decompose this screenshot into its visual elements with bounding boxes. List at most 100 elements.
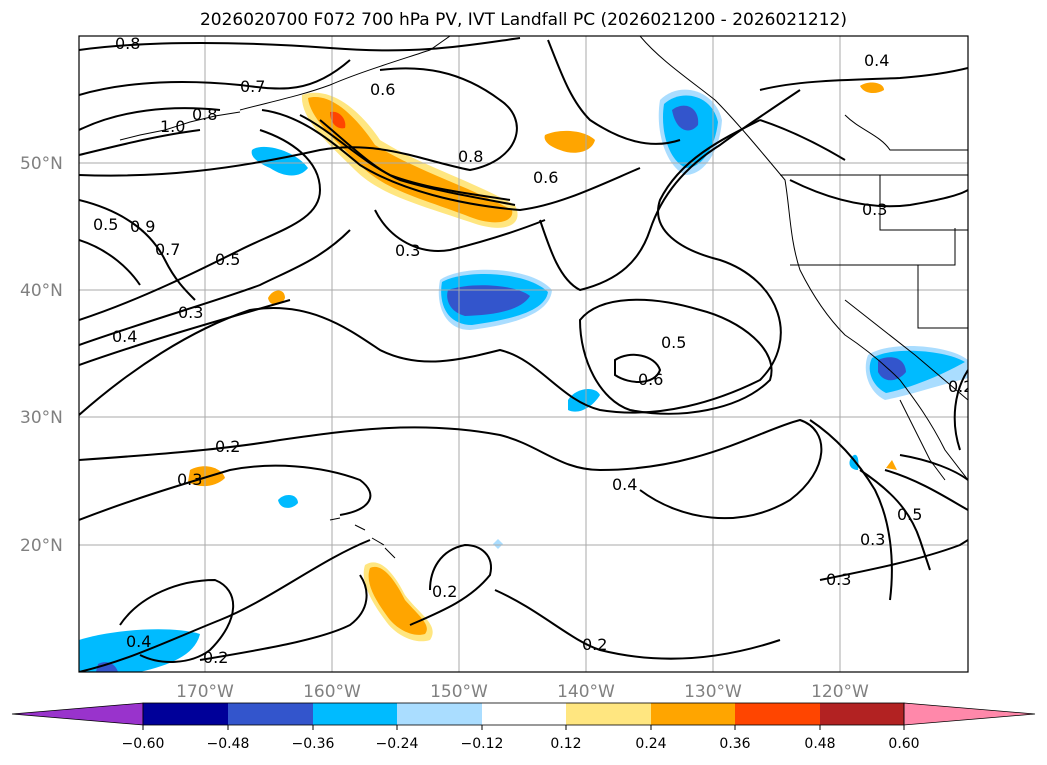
anomaly-fill-blue-small-1 [251, 146, 308, 176]
colorbar-extend-max [903, 702, 1036, 726]
contour-line [79, 239, 141, 286]
hawaii-islands [329, 517, 396, 559]
colorbar-segment [143, 703, 228, 725]
colorbar-tick-label: −0.60 [122, 736, 165, 752]
anomaly-fill-orange-small-1 [544, 130, 595, 153]
contour-line [409, 543, 492, 626]
contour-line [884, 469, 968, 511]
anomaly-fill-orange-small-4 [860, 82, 884, 94]
lon-label-120w: 120°W [811, 682, 869, 702]
state-border-3 [844, 299, 968, 401]
contour-line [614, 353, 662, 383]
anomaly-fill-navy-california [878, 357, 906, 381]
contour-line [79, 59, 351, 96]
contour-line [899, 454, 968, 481]
contour-line [809, 419, 893, 601]
colorbar-tick-label: 0.36 [719, 736, 750, 752]
colorbar: −0.60 −0.48 −0.36 −0.24 −0.12 0.12 0.24 … [11, 702, 1036, 752]
anomaly-fill-orange-small-5 [886, 460, 897, 470]
state-border-4 [917, 265, 968, 329]
colorbar-extend-min [11, 702, 144, 726]
colorbar-segment [820, 703, 904, 725]
map-title: 2026020700 F072 700 hPa PV, IVT Landfall… [199, 10, 847, 30]
aleutian-islands [119, 111, 241, 141]
anomaly-fill-orange-main-core [308, 97, 513, 223]
contour-label: 0.2 [582, 635, 607, 654]
contour-label: 0.5 [215, 250, 240, 269]
contour-label: 0.3 [862, 200, 887, 219]
pv-contours [79, 37, 968, 672]
contour-label: 0.3 [177, 470, 202, 489]
contour-line [79, 129, 201, 156]
contour-label: 0.3 [395, 241, 420, 260]
contour-label: 0.6 [533, 168, 558, 187]
contour-line [539, 89, 801, 292]
contour-label: 0.7 [155, 240, 180, 259]
contour-label: 0.6 [370, 80, 395, 99]
contour-label: 0.9 [130, 217, 155, 236]
anomaly-fill-navy-southwest [96, 662, 118, 672]
colorbar-segment [482, 703, 566, 725]
anomaly-fill-navy-central [447, 285, 530, 316]
contour-line [547, 39, 681, 145]
colorbar-segment [651, 703, 735, 725]
contour-label: 0.6 [638, 370, 663, 389]
contour-label: 1.0 [160, 117, 185, 136]
contour-line [79, 67, 518, 177]
colorbar-segment [735, 703, 820, 725]
contour-label: 0.5 [897, 505, 922, 524]
lat-label-40n: 40°N [20, 281, 63, 301]
lat-label-20n: 20°N [20, 536, 63, 556]
contour-line [859, 469, 931, 571]
contour-line [79, 199, 196, 301]
contour-label: 0.4 [864, 51, 889, 70]
anomaly-fill-orange-hawaii-core [368, 566, 427, 635]
longitude-labels: 170°W 160°W 150°W 140°W 130°W 120°W [176, 682, 869, 702]
colorbar-tick-marks [142, 725, 905, 730]
contour-line [953, 369, 968, 451]
contour-label: 0.4 [612, 475, 637, 494]
colorbar-segment [228, 703, 313, 725]
contour-line [261, 109, 641, 212]
anomaly-fill-red-core [330, 111, 346, 129]
contour-line [199, 574, 368, 661]
contour-line [79, 418, 823, 520]
contour-label: 0.8 [115, 34, 140, 53]
lon-label-150w: 150°W [430, 682, 488, 702]
contour-line [79, 464, 372, 521]
contour-line [79, 107, 221, 131]
alaska-coast [239, 36, 451, 111]
contour-label: 0.5 [93, 215, 118, 234]
contour-line [374, 209, 546, 252]
contour-line [79, 229, 351, 346]
map-frame [78, 35, 969, 673]
contour-line [759, 67, 968, 91]
lon-label-170w: 170°W [176, 682, 234, 702]
contour-line [79, 37, 521, 52]
colorbar-tick-label: −0.24 [376, 736, 419, 752]
colorbar-tick-label: 0.24 [635, 736, 666, 752]
colorbar-tick-label: 0.48 [804, 736, 835, 752]
colorbar-tick-label: −0.36 [292, 736, 335, 752]
map-plot-area: 0.8 0.4 0.7 0.6 0.8 1.0 0.8 0.6 0.3 0.5 … [79, 34, 968, 672]
contour-label: 0.2 [215, 437, 240, 456]
colorbar-tick-label: 0.60 [888, 736, 919, 752]
anomaly-fill-blue-small-5 [493, 539, 503, 549]
anomaly-fill-orange-small-3 [268, 290, 285, 305]
contour-label: 0.4 [126, 632, 151, 651]
contour-label: 0.3 [178, 303, 203, 322]
lon-label-140w: 140°W [557, 682, 615, 702]
colorbar-outline [142, 702, 905, 726]
north-america-west-coast [639, 36, 968, 481]
lon-label-130w: 130°W [684, 682, 742, 702]
colorbar-tick-label: 0.12 [550, 736, 581, 752]
contour-line [319, 119, 516, 206]
lat-label-30n: 30°N [20, 408, 63, 428]
lon-label-160w: 160°W [303, 682, 361, 702]
state-border-2 [790, 228, 956, 266]
lat-label-50n: 50°N [20, 154, 63, 174]
contour-line [819, 539, 968, 581]
state-border-1 [879, 175, 968, 231]
contour-label: 0.2 [203, 648, 228, 667]
